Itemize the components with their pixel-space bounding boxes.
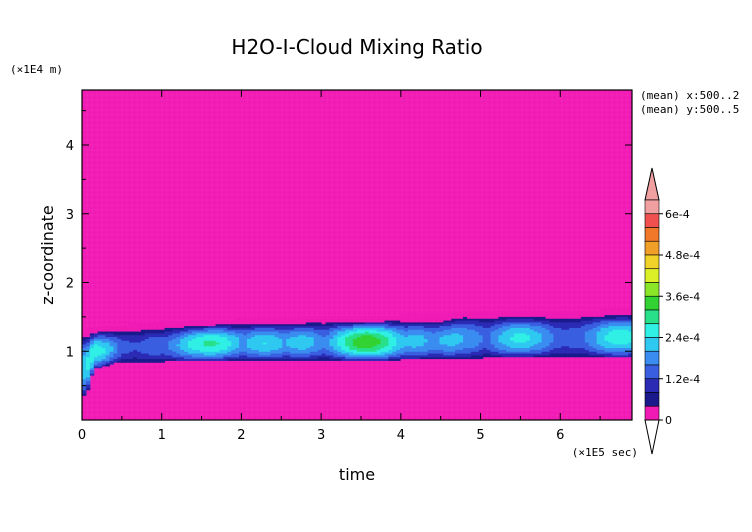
colorbar-top-arrow: [644, 167, 660, 201]
y-tick-label: 1: [66, 345, 74, 360]
colorbar-bottom-arrow: [644, 419, 660, 455]
y-tick-label: 3: [66, 208, 74, 223]
contour-field: [82, 90, 632, 420]
colorbar-level: [644, 309, 660, 325]
colorbar-level: [644, 227, 660, 242]
x-tick-label: 1: [158, 428, 166, 443]
colorbar-level: [644, 405, 660, 421]
x-tick-label: 5: [476, 428, 484, 443]
colorbar-level: [644, 350, 660, 366]
colorbar-level: [644, 392, 660, 407]
colorbar-level: [644, 364, 660, 380]
colorbar-level: [644, 213, 660, 228]
colorbar-tick-label: 4.8e-4: [665, 249, 700, 262]
colorbar-level: [644, 323, 660, 338]
colorbar-tick-label: 0: [665, 414, 672, 427]
y-tick-label: 2: [66, 277, 74, 292]
y-axis-label: z-coordinate: [38, 205, 57, 305]
y-tick-label: 4: [66, 139, 74, 154]
colorbar-tick-label: 2.4e-4: [665, 332, 700, 345]
y-unit-label: (×1E4 m): [10, 63, 63, 76]
colorbar: 0 1.2e-4 2.4e-4 3.6e-4 4.8e-4 6e-4: [644, 167, 700, 455]
x-tick-label: 3: [317, 428, 325, 443]
x-tick-label: 4: [397, 428, 405, 443]
x-tick-label: 2: [237, 428, 245, 443]
colorbar-level: [644, 378, 660, 393]
chart-title: H2O-I-Cloud Mixing Ratio: [231, 35, 482, 59]
colorbar-level: [644, 240, 660, 256]
x-unit-label: (×1E5 sec): [572, 446, 638, 459]
colorbar-level: [644, 268, 660, 283]
x-axis-label: time: [339, 465, 375, 484]
colorbar-tick-label: 3.6e-4: [665, 290, 700, 303]
colorbar-level: [644, 282, 660, 297]
colorbar-level: [644, 337, 660, 352]
mean-y-annotation: (mean) y:500..5: [640, 103, 739, 116]
colorbar-level: [644, 254, 660, 270]
plot-frame: [81, 89, 633, 421]
colorbar-tick-label: 1.2e-4: [665, 373, 700, 386]
x-tick-label: 0: [78, 428, 86, 443]
colorbar-tick-label: 6e-4: [665, 208, 690, 221]
axes: 0 1 2 3 4 5 6 1 2 3 4: [66, 90, 632, 443]
x-tick-label: 6: [556, 428, 564, 443]
colorbar-level: [644, 295, 660, 311]
mean-x-annotation: (mean) x:500..2: [640, 89, 739, 102]
colorbar-level: [644, 199, 660, 215]
